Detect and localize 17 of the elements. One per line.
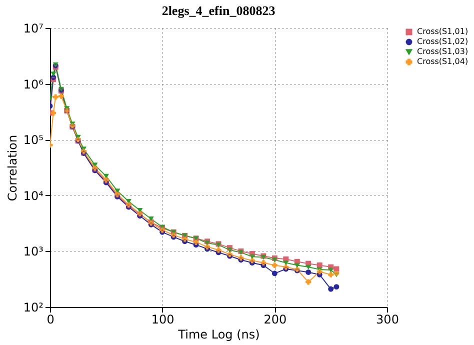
legend-label: Cross(S1,02) — [417, 37, 468, 46]
y-tick-label: 10² — [23, 300, 44, 314]
y-tick-label: 10⁴ — [23, 188, 44, 203]
x-axis-title: Time Log (ns) — [177, 328, 260, 342]
legend-label: Cross(S1,01) — [417, 27, 468, 36]
y-axis-title: Correlation — [5, 134, 20, 202]
y-tick-label: 10⁷ — [23, 22, 44, 36]
x-tick-label: 0 — [46, 312, 54, 326]
x-tick-label: 200 — [264, 312, 287, 326]
legend-label: Cross(S1,04) — [417, 57, 468, 66]
x-tick-label: 100 — [151, 312, 174, 326]
chart-title: 2legs_4_efin_080823 — [162, 3, 276, 18]
y-tick-label: 10⁵ — [23, 133, 44, 148]
y-tick-label: 10⁶ — [23, 77, 44, 92]
legend-label: Cross(S1,03) — [417, 47, 468, 56]
y-tick-label: 10³ — [23, 244, 44, 259]
x-tick-label: 300 — [376, 312, 399, 326]
